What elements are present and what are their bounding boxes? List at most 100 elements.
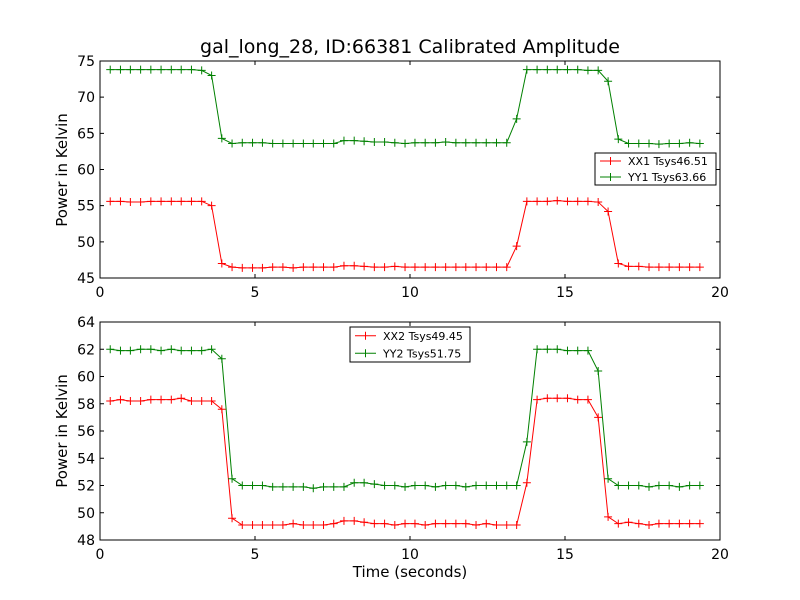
top-series-2-point [695,139,704,148]
bottom-series-2-point [522,437,531,446]
top-chart-title: gal_long_28, ID:66381 Calibrated Amplitu… [200,36,620,58]
bottom-series-1-point [472,521,481,530]
top-series-1-point [604,207,613,216]
top-legend-box [594,152,717,186]
bottom-series-1-point [238,521,247,530]
top-legend-label: XX1 Tsys46.51 [628,155,708,168]
bottom-series-1-point [207,397,216,406]
bottom-series-1-point [126,397,135,406]
top-series-1-point [441,263,450,272]
bottom-series-2-point [563,346,572,355]
top-series-2-point [380,138,389,147]
bottom-series-1-point [360,518,369,527]
top-series-2-point [645,139,654,148]
bottom-series-1-point [573,395,582,404]
bottom-xtick-label: 0 [96,547,105,563]
bottom-series-1-point [380,519,389,528]
top-series-2-point [441,138,450,147]
top-series-2-point [289,139,298,148]
top-xtick-label: 10 [401,285,419,301]
bottom-series-2-point [451,481,460,490]
bottom-ytick-label: 56 [77,424,95,440]
bottom-series-1-point [309,521,318,530]
top-series-2 [106,65,704,149]
bottom-series-2-point [157,346,166,355]
bottom-series-1-point [116,395,125,404]
bottom-series-2-point [258,481,267,490]
top-series-2-point [421,138,430,147]
bottom-series-2-point [502,481,511,490]
top-series-1-point [370,263,379,272]
bottom-series-2-point [634,481,643,490]
top-ytick-label: 50 [77,235,95,251]
bottom-series-1-point [289,519,298,528]
bottom-series-2-point [217,354,226,363]
bottom-series-1-point [512,521,521,530]
bottom-series-1-point [431,519,440,528]
top-series-1-point [146,197,155,206]
bottom-series-2-point [461,482,470,491]
bottom-series-1-point [299,521,308,530]
bottom-xtick-label: 20 [711,547,729,563]
bottom-legend-label: XX2 Tsys49.45 [383,330,463,343]
bottom-series-1-point [685,519,694,528]
top-xtick-label: 15 [556,285,574,301]
top-series-1-point [299,263,308,272]
bottom-series-2-point [187,346,196,355]
bottom-series-1-point [410,519,419,528]
top-series-1-point [624,262,633,271]
bottom-series-1-point [177,394,186,403]
top-series-1-point [573,197,582,206]
top-series-1-point [583,197,592,206]
top-series-2-point [492,138,501,147]
bottom-series-1-point [553,394,562,403]
top-ytick-label: 65 [77,126,95,142]
bottom-series-1-point [604,512,613,521]
bottom-series-1-point [482,519,491,528]
bottom-series-2-point [472,481,481,490]
top-series-2-point [350,136,359,145]
bottom-series-2-point [370,480,379,489]
bottom-series-2-point [339,482,348,491]
top-series-1-point [410,263,419,272]
bottom-series-2-point [289,482,298,491]
bottom-series-1-point [654,519,663,528]
top-series-1-point [431,263,440,272]
top-series-1-point [492,263,501,272]
top-series-1-point [207,201,216,210]
top-series-2-point [329,139,338,148]
top-series-2-point [390,138,399,147]
top-series-2-point [594,66,603,75]
top-series-2-point [309,139,318,148]
top-series-2-point [573,65,582,74]
top-ytick-label: 45 [77,271,95,287]
top-series-1-point [451,263,460,272]
bottom-ytick-label: 52 [77,479,95,495]
bottom-series-1-point [614,519,623,528]
bottom-series-2-point [136,345,145,354]
top-series-1-point [563,197,572,206]
top-series-2-point [217,134,226,143]
bottom-series-2-point [390,481,399,490]
top-series-1-point [238,263,247,272]
bottom-series-1-point [441,519,450,528]
bottom-series-2-point [167,345,176,354]
bottom-xtick-label: 15 [556,547,574,563]
bottom-series-1-point [228,514,237,523]
top-series-2-point [116,65,125,74]
bottom-series-1-point [329,519,338,528]
top-chart-ylabel: Power in Kelvin [53,113,71,227]
bottom-series-1-point [502,521,511,530]
bottom-series-2-point [360,478,369,487]
top-series-2-point [675,139,684,148]
bottom-chart-ylabel: Power in Kelvin [53,374,71,488]
top-series-1-point [167,197,176,206]
bottom-series-1-point [695,519,704,528]
top-series-2-point [126,65,135,74]
top-series-1-point [685,263,694,272]
top-series-2-point [512,114,521,123]
top-series-2-point [533,65,542,74]
bottom-series-2-point [614,481,623,490]
